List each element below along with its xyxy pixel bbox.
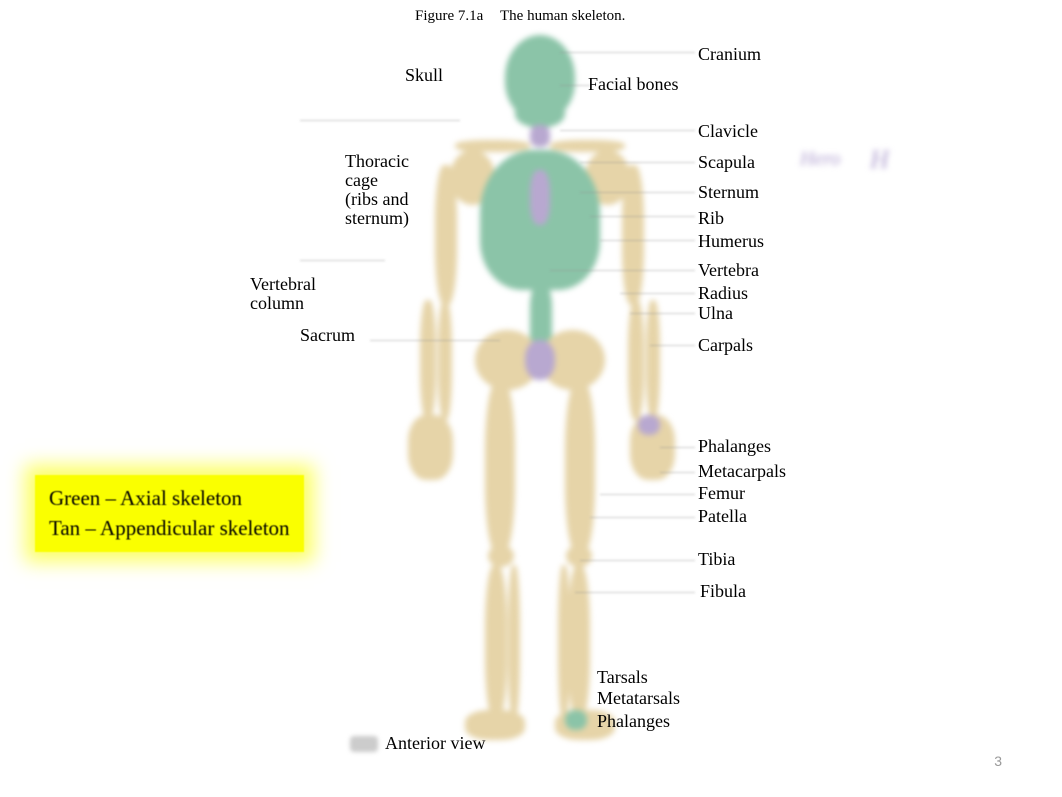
label-vertebra: Vertebra	[698, 260, 759, 281]
label-vertebral: Vertebralcolumn	[250, 275, 316, 313]
bone-jaw	[515, 100, 565, 128]
bone-humerus-l	[435, 165, 457, 305]
leader-line	[370, 340, 500, 341]
label-sacrum: Sacrum	[300, 325, 355, 346]
label-radius: Radius	[698, 283, 748, 304]
bone-tarsal-r	[565, 710, 587, 730]
page-number: 3	[994, 753, 1002, 769]
leader-line	[600, 240, 695, 241]
bone-tibia-l	[485, 565, 507, 720]
watermark-blur: Hero	[800, 148, 840, 171]
legend: Green – Axial skeleton Tan – Appendicula…	[35, 475, 304, 552]
label-phalanges-hand: Phalanges	[698, 436, 771, 457]
leader-line	[660, 447, 695, 448]
watermark-blur-2: H	[870, 145, 889, 175]
label-tarsals: Tarsals	[597, 667, 648, 688]
leader-line	[620, 293, 695, 294]
leader-line	[300, 260, 385, 261]
label-humerus: Humerus	[698, 231, 764, 252]
label-sternum: Sternum	[698, 182, 759, 203]
bone-carpal-r	[638, 415, 660, 435]
leader-line	[600, 494, 695, 495]
skeleton-diagram	[380, 30, 700, 740]
leader-line	[630, 313, 695, 314]
leader-line	[650, 345, 695, 346]
label-clavicle: Clavicle	[698, 121, 758, 142]
bone-femur-l	[485, 380, 515, 555]
leader-line	[590, 216, 695, 217]
bone-sacrum	[525, 340, 555, 380]
bone-radius-r	[628, 300, 644, 420]
label-phalanges-foot: Phalanges	[597, 711, 670, 732]
bone-hand-l	[408, 415, 453, 480]
leader-line	[580, 560, 695, 561]
bone-femur-r	[565, 380, 595, 555]
label-metatarsals: Metatarsals	[597, 688, 680, 709]
bone-ulna-r	[646, 300, 660, 420]
bone-sternum	[530, 170, 550, 225]
leader-line	[560, 130, 695, 131]
figure-number: Figure 7.1a	[415, 8, 483, 25]
leader-line	[560, 85, 590, 86]
label-patella: Patella	[698, 506, 747, 527]
label-thoracic: Thoraciccage(ribs andsternum)	[345, 152, 409, 228]
bone-fibula-r	[558, 565, 570, 720]
bone-humerus-r	[622, 165, 644, 305]
view-label: Anterior view	[385, 733, 485, 754]
leader-line	[580, 192, 695, 193]
legend-axial: Green – Axial skeleton	[49, 483, 290, 513]
leader-line	[575, 592, 695, 593]
label-fibula: Fibula	[700, 581, 746, 602]
label-metacarpals: Metacarpals	[698, 461, 786, 482]
legend-appendicular: Tan – Appendicular skeleton	[49, 513, 290, 543]
label-cranium: Cranium	[698, 44, 761, 65]
leader-line	[590, 517, 695, 518]
bone-ulna-l	[438, 300, 452, 420]
label-ulna: Ulna	[698, 303, 733, 324]
leader-line	[300, 120, 460, 121]
label-carpals: Carpals	[698, 335, 753, 356]
leader-line	[560, 52, 695, 53]
label-tibia: Tibia	[698, 549, 735, 570]
leader-line	[550, 270, 695, 271]
label-skull: Skull	[405, 65, 443, 86]
figure-title: The human skeleton.	[500, 8, 625, 25]
label-scapula: Scapula	[698, 152, 755, 173]
view-tag-icon	[350, 736, 378, 752]
label-rib: Rib	[698, 208, 724, 229]
bone-radius-l	[420, 300, 436, 420]
leader-line	[660, 472, 695, 473]
bone-patella-l	[488, 545, 514, 567]
label-femur: Femur	[698, 483, 745, 504]
bone-fibula-l	[508, 565, 520, 720]
bone-neck	[530, 125, 550, 147]
label-facial: Facial bones	[588, 74, 678, 95]
leader-line	[580, 162, 695, 163]
bone-tibia-r	[568, 565, 590, 720]
bone-patella-r	[566, 545, 592, 567]
